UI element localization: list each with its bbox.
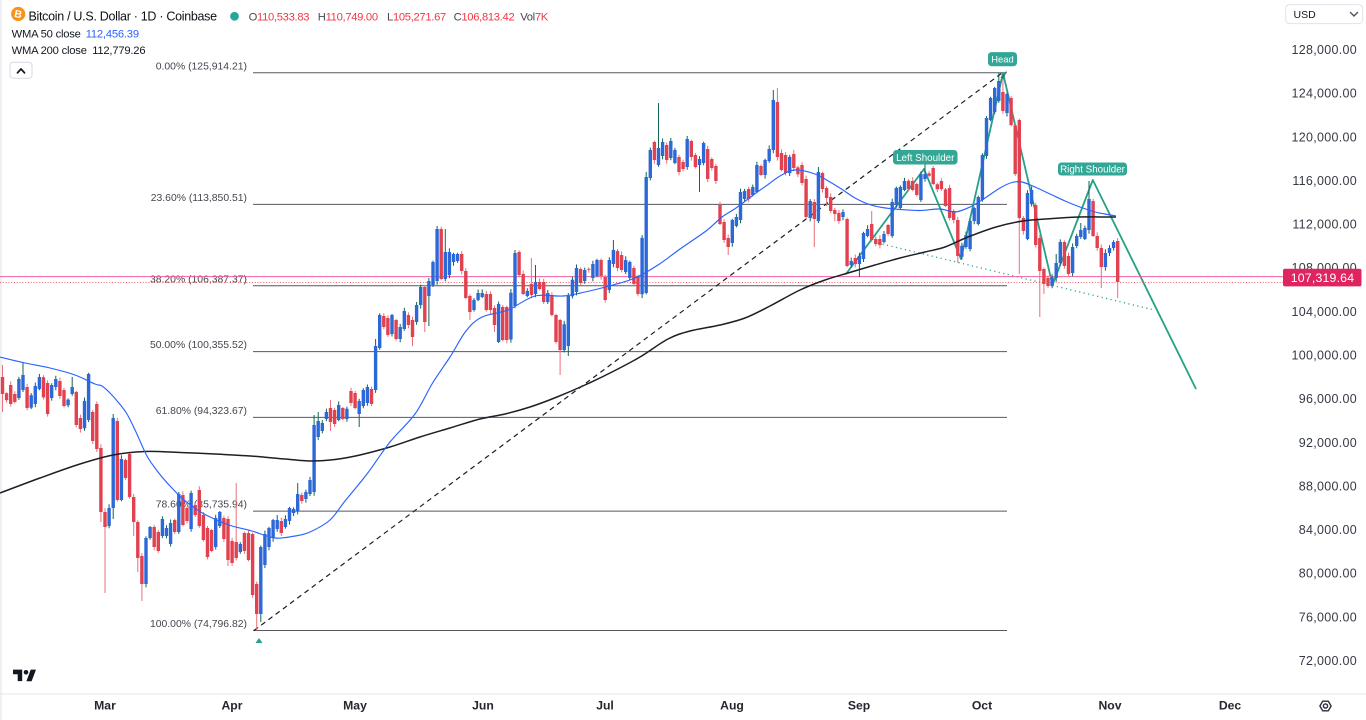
svg-text:May: May (343, 699, 367, 713)
svg-text:Jul: Jul (596, 699, 614, 713)
svg-text:Dec: Dec (1219, 699, 1242, 713)
svg-text:50.00% (100,355.52): 50.00% (100,355.52) (150, 340, 247, 351)
svg-text:USD: USD (1294, 9, 1317, 21)
svg-text:Jun: Jun (472, 699, 494, 713)
svg-text:76,000.00: 76,000.00 (1299, 610, 1357, 624)
svg-text:72,000.00: 72,000.00 (1299, 654, 1357, 668)
svg-text:84,000.00: 84,000.00 (1299, 523, 1357, 537)
svg-text:112,456.39: 112,456.39 (86, 29, 139, 41)
svg-text:100.00% (74,796.82): 100.00% (74,796.82) (150, 619, 247, 630)
svg-text:23.60% (113,850.51): 23.60% (113,850.51) (151, 193, 247, 204)
svg-text:WMA 50 close: WMA 50 close (12, 29, 81, 41)
svg-text:Sep: Sep (848, 699, 870, 713)
svg-text:Left Shoulder: Left Shoulder (896, 153, 955, 164)
svg-text:Oct: Oct (972, 699, 992, 713)
svg-text:B: B (13, 8, 23, 21)
svg-text:78.60% (85,735.94): 78.60% (85,735.94) (156, 500, 247, 511)
svg-text:116,000.00: 116,000.00 (1292, 174, 1357, 188)
svg-text:80,000.00: 80,000.00 (1299, 567, 1357, 581)
svg-text:96,000.00: 96,000.00 (1299, 392, 1357, 406)
svg-text:Aug: Aug (720, 699, 744, 713)
svg-text:Bitcoin / U.S. Dollar · 1D · C: Bitcoin / U.S. Dollar · 1D · Coinbase (29, 10, 218, 24)
svg-text:Vol7K: Vol7K (520, 12, 549, 24)
svg-text:Mar: Mar (94, 699, 116, 713)
svg-text:Apr: Apr (222, 699, 243, 713)
svg-text:100,000.00: 100,000.00 (1291, 349, 1357, 363)
svg-text:H110,749.00: H110,749.00 (318, 12, 378, 24)
svg-text:61.80% (94,323.67): 61.80% (94,323.67) (156, 406, 247, 417)
svg-text:120,000.00: 120,000.00 (1291, 130, 1357, 144)
svg-text:Nov: Nov (1098, 699, 1121, 713)
svg-text:128,000.00: 128,000.00 (1291, 43, 1357, 57)
svg-text:112,000.00: 112,000.00 (1292, 218, 1357, 232)
svg-text:O110,533.83: O110,533.83 (249, 12, 310, 24)
svg-text:L105,271.67: L105,271.67 (387, 12, 446, 24)
svg-text:107,319.64: 107,319.64 (1291, 271, 1355, 285)
svg-text:38.20% (106,387.37): 38.20% (106,387.37) (150, 274, 247, 285)
svg-text:124,000.00: 124,000.00 (1291, 87, 1357, 101)
svg-text:112,779.26: 112,779.26 (92, 45, 145, 57)
svg-text:92,000.00: 92,000.00 (1299, 436, 1357, 450)
svg-text:C106,813.42: C106,813.42 (454, 12, 515, 24)
svg-text:Right Shoulder: Right Shoulder (1060, 165, 1126, 176)
svg-text:Head: Head (991, 54, 1013, 65)
svg-text:104,000.00: 104,000.00 (1291, 305, 1357, 319)
svg-text:0.00% (125,914.21): 0.00% (125,914.21) (156, 61, 247, 72)
svg-text:88,000.00: 88,000.00 (1299, 479, 1357, 493)
svg-text:WMA 200 close: WMA 200 close (12, 45, 87, 57)
